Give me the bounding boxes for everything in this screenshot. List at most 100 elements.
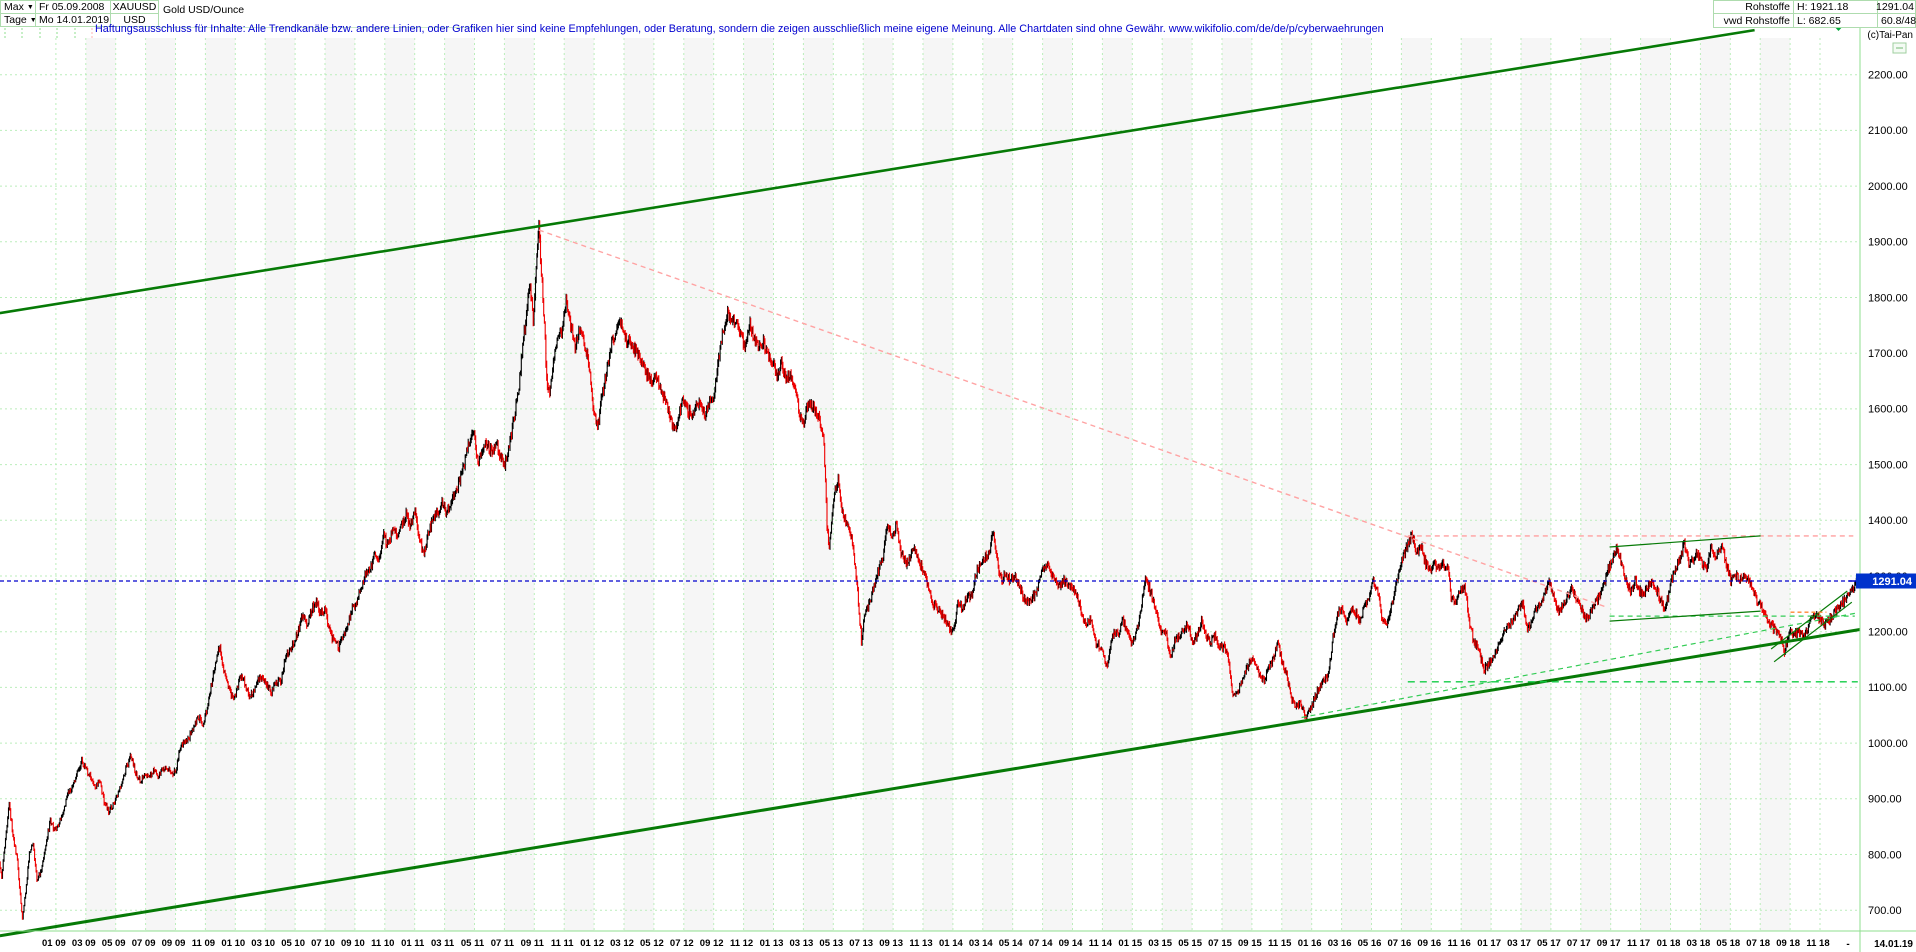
period-selector-dropdown[interactable]: Tage ▼ [0, 13, 37, 27]
time-tick-label: 05 10 [281, 938, 305, 949]
time-tick-label: 11 18 [1806, 938, 1829, 949]
time-tick-label: 07 17 [1567, 938, 1591, 949]
disclaimer-text: Haftungsausschluss für Inhalte: Alle Tre… [95, 23, 1384, 35]
time-tick-label: 11 14 [1089, 938, 1113, 949]
month-band [384, 38, 415, 931]
time-tick-label: 09 18 [1776, 938, 1800, 949]
box-bottom-line [1609, 610, 1761, 622]
time-tick-label: 07 16 [1388, 938, 1412, 949]
time-tick-label: 03 11 [431, 938, 455, 949]
time-tick-label: 03 12 [610, 938, 634, 949]
time-tick-label: 11 12 [730, 938, 753, 949]
minimize-box-icon[interactable] [1892, 42, 1907, 54]
last-price-badge: 1291.04 [1849, 573, 1916, 589]
header-divider [158, 27, 478, 28]
time-tick-label: 05 17 [1537, 938, 1561, 949]
trendlines [0, 28, 1861, 938]
month-band [923, 38, 953, 931]
time-tick-label: 07 11 [491, 938, 515, 949]
time-tick-label: 05 18 [1716, 938, 1740, 949]
month-band [863, 38, 894, 931]
time-tick-label: 05 09 [102, 938, 126, 949]
symbol-cell[interactable]: XAUUSD [110, 0, 159, 14]
start-date-value: Fr 05.09.2008 [39, 1, 105, 13]
time-tick-label: 05 15 [1178, 938, 1202, 949]
price-tick-label: 1500.00 [1868, 459, 1908, 471]
instrument-title: Gold USD/Ounce [163, 4, 245, 16]
month-band [1580, 38, 1611, 931]
grid-lines [0, 38, 1860, 931]
up-candles [1, 219, 1857, 920]
time-tick-label: 05 16 [1358, 938, 1382, 949]
high-cell: H: 1921.18 [1793, 0, 1878, 14]
time-tick-label: 11 11 [551, 938, 574, 949]
month-band [1222, 38, 1252, 931]
last-price-value: 1291.04 [1872, 576, 1913, 588]
time-tick-label: 07 15 [1208, 938, 1232, 949]
axis-dash-label: - [1846, 939, 1849, 950]
time-tick-label: 05 14 [999, 938, 1023, 949]
month-band [325, 38, 355, 931]
range-info-value: 60.8/488.3 [1881, 14, 1916, 27]
symbol-value: XAUUSD [112, 1, 157, 13]
low-cell: L: 682.65 [1793, 13, 1878, 28]
time-tick-label: 03 16 [1328, 938, 1352, 949]
time-tick-label: 09 10 [341, 938, 365, 949]
time-tick-label: 09 13 [879, 938, 903, 949]
end-date-field[interactable]: Mo 14.01.2019 [35, 13, 111, 27]
start-date-field[interactable]: Fr 05.09.2008 [35, 0, 111, 14]
month-band [683, 38, 714, 931]
time-tick-label: 01 09 [42, 938, 66, 949]
price-tick-label: 900.00 [1868, 794, 1902, 806]
month-band [1042, 38, 1073, 931]
time-tick-label: 05 12 [640, 938, 664, 949]
header-last-price-value: 1291.04 [1876, 1, 1914, 13]
price-tick-label: 2100.00 [1868, 125, 1908, 137]
month-band [1162, 38, 1193, 931]
month-band [1401, 38, 1432, 931]
month-band [803, 38, 834, 931]
time-axis-labels: 01 09 03 09 05 09 07 09 09 09 11 09 01 10 03 10… [42, 938, 1830, 949]
time-tick-label: 03 10 [251, 938, 275, 949]
time-tick-label: 11 09 [192, 938, 215, 949]
month-band [1521, 38, 1551, 931]
lower-channel-line [0, 628, 1861, 938]
time-tick-label: 07 14 [1029, 938, 1053, 949]
price-tick-label: 1800.00 [1868, 292, 1908, 304]
price-tick-label: 1900.00 [1868, 237, 1908, 249]
price-axis-labels: 2200.00 2100.00 2000.00 1900.00 1800.00 1700.… [1868, 70, 1908, 918]
month-band [1760, 38, 1791, 931]
price-tick-label: 2000.00 [1868, 181, 1908, 193]
time-tick-label: 07 13 [849, 938, 873, 949]
wedge-upper-line [1770, 590, 1848, 650]
month-band [564, 38, 595, 931]
range-info-cell: 60.8/488.3 [1877, 13, 1916, 28]
time-tick-label: 09 15 [1238, 938, 1262, 949]
time-tick-label: 03 13 [790, 938, 814, 949]
time-tick-label: 05 13 [819, 938, 843, 949]
currency-cell: USD [110, 13, 159, 27]
low-value: L: 682.65 [1797, 14, 1841, 27]
range-selector-dropdown[interactable]: Max ▼ [0, 0, 36, 14]
category-cell: Rohstoffe [1713, 0, 1794, 14]
rising-support-dashed [1301, 612, 1858, 719]
wedge-lower-line [1773, 601, 1853, 663]
time-tick-label: 03 17 [1507, 938, 1531, 949]
month-band [1640, 38, 1671, 931]
time-tick-label: 01 16 [1298, 938, 1322, 949]
time-tick-label: 01 10 [221, 938, 245, 949]
time-tick-label: 07 18 [1746, 938, 1770, 949]
period-selector-label: Tage [4, 14, 27, 26]
time-tick-label: 01 12 [580, 938, 604, 949]
box-top-line [1609, 535, 1761, 548]
price-tick-label: 1200.00 [1868, 627, 1908, 639]
end-date-value: Mo 14.01.2019 [39, 14, 110, 26]
price-tick-label: 1100.00 [1868, 682, 1907, 694]
currency-value: USD [123, 14, 146, 26]
time-tick-label: 01 14 [939, 938, 963, 949]
time-tick-label: 11 15 [1268, 938, 1292, 949]
copyright-label: (c)Tai-Pan [1867, 30, 1913, 41]
time-tick-label: 03 15 [1148, 938, 1172, 949]
